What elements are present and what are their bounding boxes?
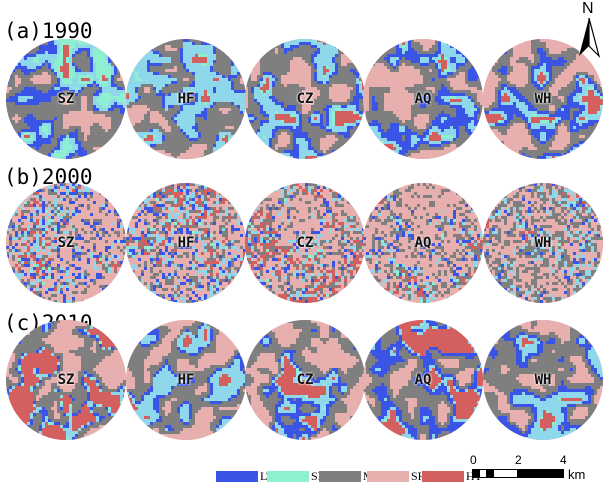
map-2000-wh: WH [483, 183, 603, 303]
temperature-raster [6, 183, 126, 303]
temperature-raster [363, 320, 483, 440]
city-label: HF [177, 91, 195, 107]
city-label: CZ [296, 372, 314, 388]
legend-swatch [367, 471, 409, 482]
temperature-raster [483, 183, 603, 303]
temperature-raster [6, 39, 126, 159]
temperature-raster [245, 39, 365, 159]
temperature-raster [483, 39, 603, 159]
map-2010-aq: AQ [363, 320, 483, 440]
city-label: CZ [296, 235, 314, 251]
scale-tick-2: 2 [515, 453, 522, 467]
map-2010-cz: CZ [245, 320, 365, 440]
north-label: N [582, 0, 594, 17]
city-label: SZ [57, 235, 75, 251]
temperature-raster [363, 183, 483, 303]
temperature-raster [126, 39, 246, 159]
temperature-raster [126, 183, 246, 303]
map-1990-aq: AQ [363, 39, 483, 159]
scale-tick-4: 4 [560, 453, 567, 467]
temperature-raster [245, 320, 365, 440]
legend-swatch [267, 471, 309, 482]
city-label: WH [534, 91, 552, 107]
city-label: WH [534, 235, 552, 251]
map-2010-wh: WH [483, 320, 603, 440]
temperature-raster [363, 39, 483, 159]
city-label: HF [177, 235, 195, 251]
temperature-raster [126, 320, 246, 440]
map-1990-sz: SZ [6, 39, 126, 159]
map-2000-cz: CZ [245, 183, 365, 303]
map-2010-sz: SZ [6, 320, 126, 440]
scale-tick-0: 0 [470, 453, 477, 467]
temperature-raster [245, 183, 365, 303]
city-label: AQ [414, 235, 432, 251]
map-1990-wh: WH [483, 39, 603, 159]
city-label: HF [177, 372, 195, 388]
scale-segment [517, 469, 564, 478]
scale-unit: km [568, 467, 586, 482]
legend-swatch [319, 471, 361, 482]
map-2010-hf: HF [126, 320, 246, 440]
north-arrow: N [574, 0, 604, 58]
map-1990-cz: CZ [245, 39, 365, 159]
scale-bar: 0 2 4 km [468, 454, 607, 486]
city-label: AQ [414, 91, 432, 107]
city-label: CZ [296, 91, 314, 107]
map-1990-hf: HF [126, 39, 246, 159]
legend-swatch [422, 471, 464, 482]
map-2000-aq: AQ [363, 183, 483, 303]
north-arrow-icon [579, 17, 601, 58]
city-label: SZ [57, 372, 75, 388]
city-label: SZ [57, 91, 75, 107]
temperature-raster [483, 320, 603, 440]
scale-segment [493, 469, 518, 478]
temperature-raster [6, 320, 126, 440]
legend-swatch [216, 471, 258, 482]
map-2000-hf: HF [126, 183, 246, 303]
map-2000-sz: SZ [6, 183, 126, 303]
city-label: AQ [414, 372, 432, 388]
city-label: WH [534, 372, 552, 388]
